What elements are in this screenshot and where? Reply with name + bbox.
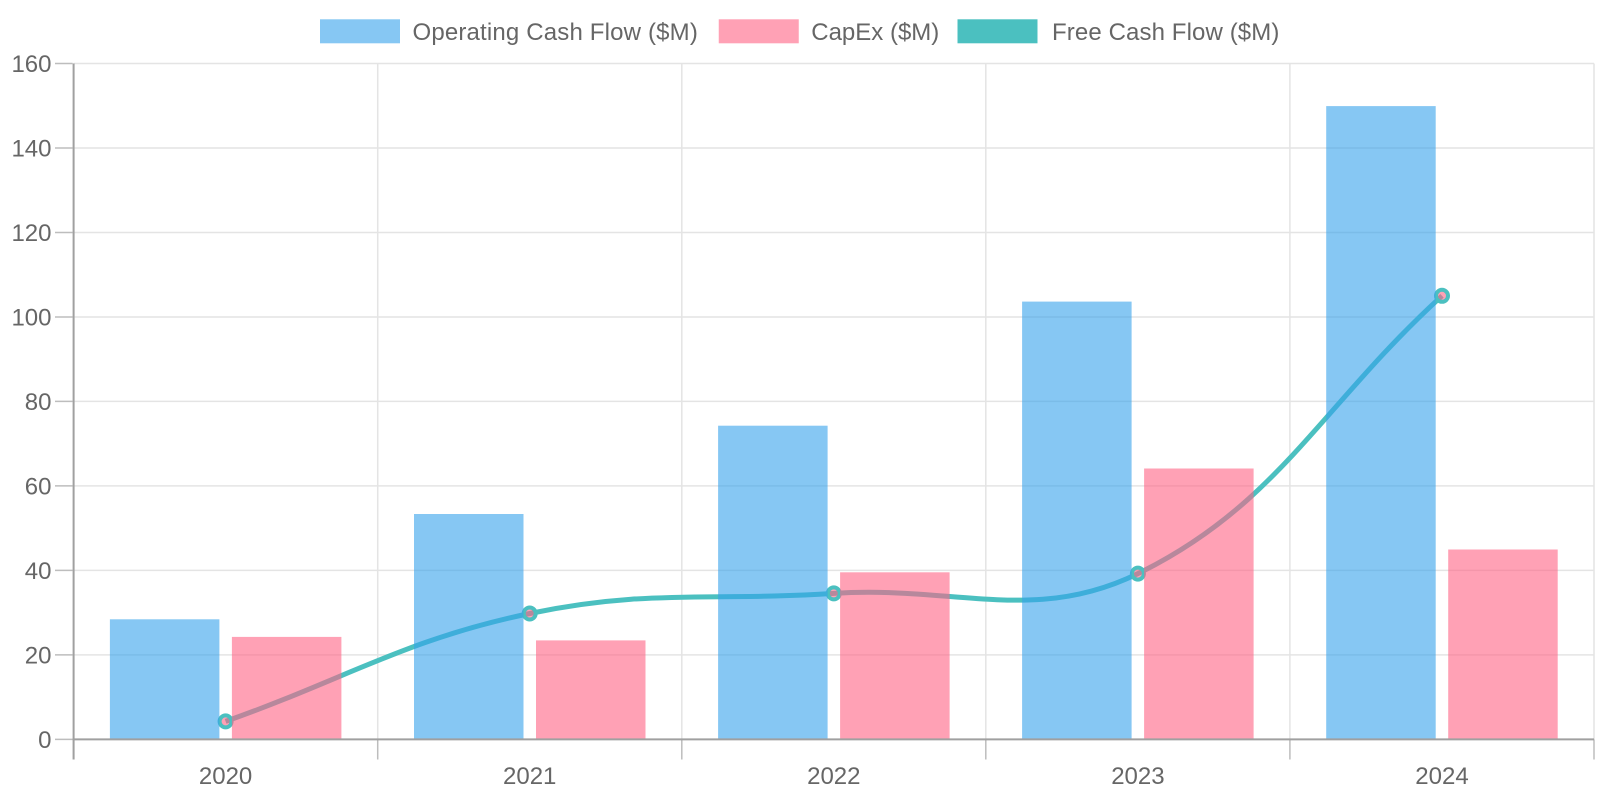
- svg-text:40: 40: [25, 558, 52, 585]
- svg-text:20: 20: [25, 643, 52, 670]
- svg-text:2021: 2021: [503, 763, 556, 790]
- svg-text:2022: 2022: [807, 763, 860, 790]
- svg-text:0: 0: [38, 727, 51, 754]
- svg-text:60: 60: [25, 474, 52, 501]
- svg-text:80: 80: [25, 389, 52, 416]
- svg-text:2024: 2024: [1415, 763, 1468, 790]
- svg-text:2023: 2023: [1111, 763, 1164, 790]
- svg-text:2020: 2020: [199, 763, 252, 790]
- svg-text:Operating Cash Flow ($M): Operating Cash Flow ($M): [413, 19, 699, 46]
- svg-text:100: 100: [11, 305, 51, 332]
- svg-text:120: 120: [11, 220, 51, 247]
- svg-text:Free Cash Flow ($M): Free Cash Flow ($M): [1052, 19, 1279, 46]
- svg-text:140: 140: [11, 136, 51, 163]
- svg-text:CapEx ($M): CapEx ($M): [811, 19, 939, 46]
- svg-text:160: 160: [11, 51, 51, 78]
